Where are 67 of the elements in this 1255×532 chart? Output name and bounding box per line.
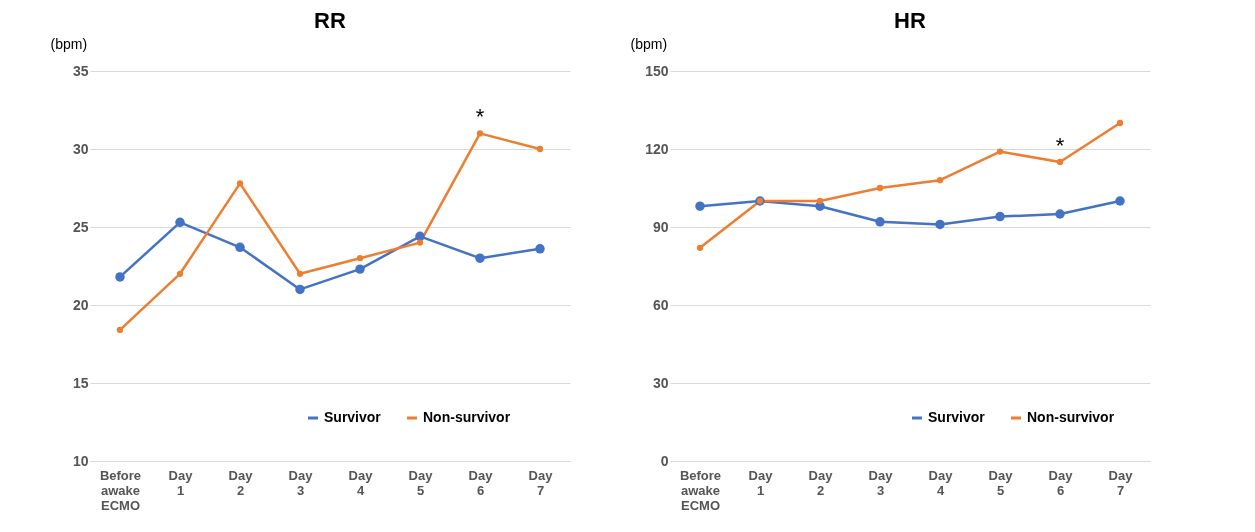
legend-label: Survivor [928,409,986,425]
point [936,177,944,184]
chart-title: HR [894,8,926,33]
point [876,184,884,192]
x-tick-label: Before awake ECMO [99,467,142,513]
point [116,326,124,334]
point [995,211,1005,222]
y-axis-title: (bpm) [630,35,668,52]
point [415,231,425,242]
point [535,244,545,254]
x-tick-label: Day 5 [988,467,1014,498]
annotation: * [1055,133,1065,158]
x-tick-label: Day 7 [528,467,554,498]
x-tick-label: Day 6 [1048,467,1074,498]
point [1116,119,1124,127]
point [176,270,184,277]
point [235,242,245,253]
y-tick-label: 25 [72,218,89,235]
y-tick-label: 10 [72,452,89,469]
point [996,148,1004,155]
x-tick-label: Day 5 [408,467,434,498]
point [1055,209,1065,219]
y-tick-label: 0 [660,452,669,469]
point [295,284,305,295]
legend-label: Survivor [324,409,382,425]
y-tick-label: 60 [652,296,669,313]
x-tick-label: Day 4 [928,467,954,498]
x-tick-label: Day 6 [468,467,494,498]
y-tick-label: 150 [645,62,669,79]
point [175,217,185,228]
point [115,272,125,282]
x-tick-label: Before awake ECMO [679,467,722,513]
y-tick-label: 30 [652,374,669,391]
point [476,130,484,137]
point [236,180,244,187]
y-axis-title: (bpm) [50,35,88,52]
point [875,217,885,227]
x-tick-label: Day 4 [348,467,374,498]
point [935,219,945,230]
point [696,244,704,251]
x-tick-label: Day 2 [228,467,254,498]
y-tick-label: 120 [645,140,669,157]
y-tick-label: 15 [72,374,89,391]
point [416,239,424,246]
point [475,253,485,263]
y-tick-label: 35 [72,62,89,79]
point [536,145,544,153]
legend-label: Non-survivor [1027,409,1115,425]
point [816,197,824,205]
x-tick-label: Day 2 [808,467,834,498]
x-tick-label: Day 3 [868,467,894,498]
x-tick-label: Day 7 [1108,467,1134,498]
x-tick-label: Day 1 [748,467,774,498]
x-tick-label: Day 1 [168,467,194,498]
y-tick-label: 30 [72,140,89,157]
y-tick-label: 20 [72,296,89,313]
point [356,255,364,262]
point [355,264,365,274]
chart-title: RR [314,8,346,33]
point [695,201,705,211]
point [296,270,304,277]
x-tick-label: Day 3 [288,467,314,498]
point [1115,196,1125,206]
y-tick-label: 90 [652,218,669,235]
annotation: * [475,104,485,130]
point [1056,158,1064,166]
legend-label: Non-survivor [423,409,511,425]
